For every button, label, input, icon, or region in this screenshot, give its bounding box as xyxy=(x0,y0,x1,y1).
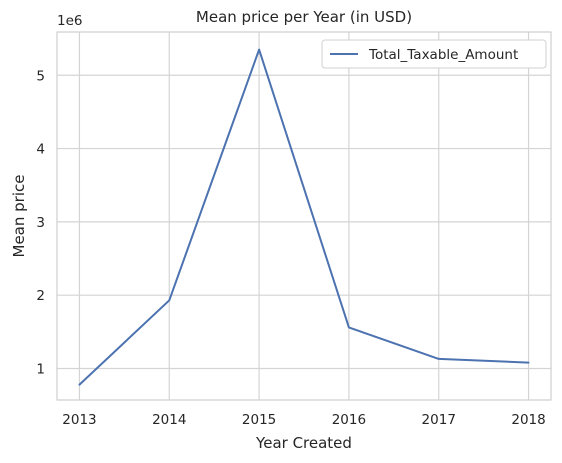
legend-box xyxy=(321,39,547,69)
x-tick-labels: 2013 2014 2015 2016 2017 2018 xyxy=(62,412,545,428)
x-tick-label-2018: 2018 xyxy=(511,412,545,428)
x-tick-label-2017: 2017 xyxy=(422,412,456,428)
legend: Total_Taxable_Amount xyxy=(321,39,547,69)
y-tick-label-4: 4 xyxy=(36,142,45,158)
y-tick-label-1: 1 xyxy=(36,361,45,377)
series-line-total-taxable-amount xyxy=(78,48,530,386)
legend-label-total-taxable-amount: Total_Taxable_Amount xyxy=(368,47,518,63)
y-axis-label: Mean price xyxy=(10,175,28,258)
chart-title: Mean price per Year (in USD) xyxy=(196,8,412,26)
series-lines xyxy=(78,48,530,386)
y-axis-offset-text: 1e6 xyxy=(57,13,82,29)
y-tick-label-5: 5 xyxy=(36,68,45,84)
x-tick-label-2014: 2014 xyxy=(152,412,186,428)
x-tick-label-2015: 2015 xyxy=(242,412,276,428)
x-tick-label-2013: 2013 xyxy=(62,412,96,428)
grid-lines xyxy=(57,32,551,400)
x-tick-label-2016: 2016 xyxy=(332,412,366,428)
y-tick-labels: 1 2 3 4 5 xyxy=(36,68,45,377)
plot-area-frame xyxy=(56,31,552,401)
y-tick-label-3: 3 xyxy=(36,215,45,231)
y-tick-label-2: 2 xyxy=(36,288,45,304)
x-axis-label: Year Created xyxy=(255,434,352,452)
